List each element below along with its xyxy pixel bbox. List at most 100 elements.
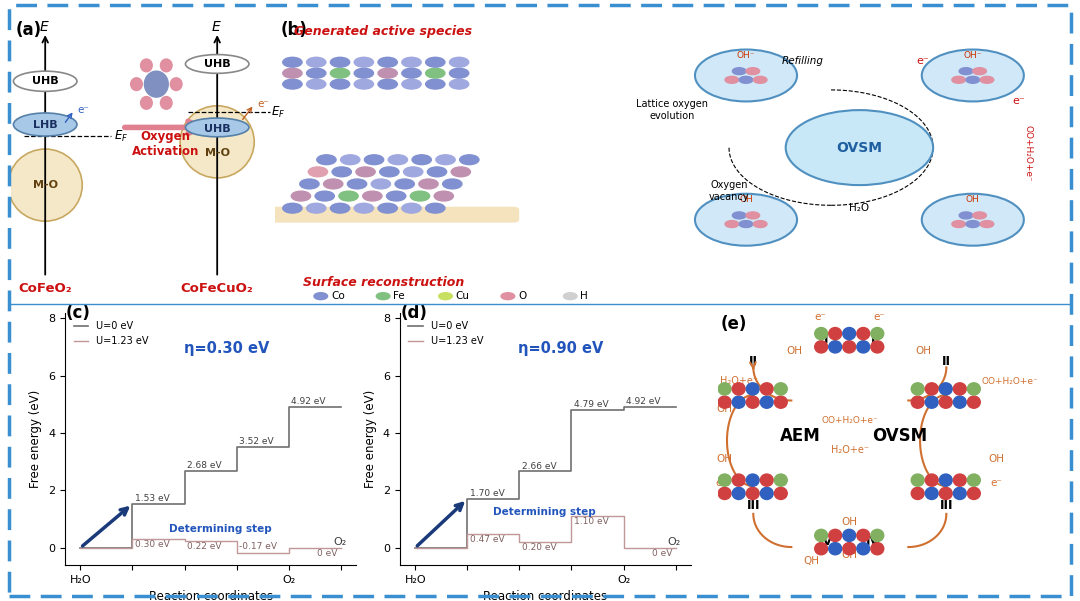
Text: (d): (d) bbox=[401, 304, 428, 322]
Circle shape bbox=[912, 383, 924, 395]
U=0 eV bbox=[513, 468, 526, 475]
Text: 4.92 eV: 4.92 eV bbox=[626, 397, 661, 406]
Circle shape bbox=[140, 59, 152, 72]
Circle shape bbox=[940, 487, 953, 499]
Circle shape bbox=[307, 203, 326, 213]
U=1.23 eV bbox=[461, 544, 474, 551]
Circle shape bbox=[725, 221, 739, 228]
Circle shape bbox=[828, 529, 841, 542]
Text: O: O bbox=[518, 291, 526, 301]
Text: III: III bbox=[746, 499, 760, 512]
U=0 eV bbox=[126, 544, 139, 551]
U=0 eV bbox=[73, 544, 86, 551]
Circle shape bbox=[981, 221, 994, 228]
Text: Co: Co bbox=[330, 291, 345, 301]
Text: e⁻: e⁻ bbox=[77, 105, 89, 115]
Circle shape bbox=[354, 203, 374, 213]
U=1.23 eV bbox=[670, 544, 683, 551]
Circle shape bbox=[951, 76, 966, 84]
Text: 1.10 eV: 1.10 eV bbox=[575, 517, 609, 526]
Text: LHB: LHB bbox=[32, 120, 57, 130]
U=0 eV bbox=[230, 467, 243, 474]
Circle shape bbox=[316, 155, 336, 165]
U=0 eV bbox=[126, 500, 139, 507]
Circle shape bbox=[402, 69, 421, 78]
Circle shape bbox=[760, 474, 773, 486]
U=0 eV bbox=[617, 407, 630, 414]
Circle shape bbox=[378, 203, 397, 213]
Circle shape bbox=[449, 69, 469, 78]
Circle shape bbox=[966, 221, 980, 228]
Circle shape bbox=[732, 68, 746, 75]
Text: $E$: $E$ bbox=[39, 20, 50, 34]
Circle shape bbox=[954, 383, 967, 395]
Circle shape bbox=[161, 59, 172, 72]
Circle shape bbox=[145, 71, 168, 97]
Text: OH: OH bbox=[841, 517, 858, 527]
Circle shape bbox=[410, 191, 430, 201]
Circle shape bbox=[732, 474, 745, 486]
Line: U=0 eV: U=0 eV bbox=[415, 407, 676, 548]
Legend: U=0 eV, U=1.23 eV: U=0 eV, U=1.23 eV bbox=[405, 317, 487, 350]
Text: OH: OH bbox=[739, 195, 753, 204]
Circle shape bbox=[460, 155, 478, 165]
Circle shape bbox=[973, 68, 986, 75]
Circle shape bbox=[428, 167, 447, 177]
U=0 eV bbox=[513, 495, 526, 502]
U=0 eV bbox=[408, 544, 421, 551]
Text: OH: OH bbox=[716, 404, 732, 414]
U=1.23 eV bbox=[565, 538, 578, 546]
Circle shape bbox=[363, 191, 382, 201]
Circle shape bbox=[954, 396, 967, 408]
Text: OVSM: OVSM bbox=[836, 141, 882, 154]
U=1.23 eV bbox=[230, 549, 243, 556]
Circle shape bbox=[451, 167, 471, 177]
Circle shape bbox=[283, 69, 302, 78]
Text: II: II bbox=[942, 355, 950, 368]
Text: I: I bbox=[870, 333, 876, 346]
Text: 2.68 eV: 2.68 eV bbox=[187, 461, 221, 470]
U=1.23 eV bbox=[282, 549, 295, 556]
Circle shape bbox=[842, 543, 855, 555]
Text: CoFeO₂: CoFeO₂ bbox=[18, 282, 72, 295]
Line: U=1.23 eV: U=1.23 eV bbox=[415, 516, 676, 548]
Text: OH: OH bbox=[988, 454, 1004, 463]
Circle shape bbox=[378, 57, 397, 67]
U=0 eV bbox=[335, 403, 348, 410]
Circle shape bbox=[940, 396, 953, 408]
Circle shape bbox=[140, 97, 152, 109]
U=0 eV bbox=[617, 403, 630, 410]
Text: Oxygen
vacancy: Oxygen vacancy bbox=[708, 180, 750, 201]
Text: UHB: UHB bbox=[204, 124, 230, 134]
Circle shape bbox=[774, 383, 787, 395]
Circle shape bbox=[330, 57, 350, 67]
Circle shape bbox=[354, 57, 374, 67]
Text: e⁻: e⁻ bbox=[1013, 96, 1025, 106]
Text: O₂: O₂ bbox=[333, 537, 347, 548]
U=0 eV bbox=[461, 495, 474, 502]
Circle shape bbox=[718, 383, 731, 395]
Text: e⁻: e⁻ bbox=[257, 99, 269, 109]
Text: OO+H₂O+e⁻: OO+H₂O+e⁻ bbox=[822, 416, 878, 425]
Circle shape bbox=[739, 221, 753, 228]
Text: 4.92 eV: 4.92 eV bbox=[292, 397, 326, 406]
Y-axis label: Free energy (eV): Free energy (eV) bbox=[29, 389, 42, 488]
Circle shape bbox=[814, 543, 827, 555]
U=1.23 eV bbox=[565, 513, 578, 520]
Text: OH⁻: OH⁻ bbox=[737, 50, 755, 59]
Circle shape bbox=[814, 328, 827, 340]
Circle shape bbox=[404, 167, 422, 177]
Circle shape bbox=[746, 396, 759, 408]
Circle shape bbox=[926, 487, 939, 499]
U=1.23 eV bbox=[513, 538, 526, 546]
U=0 eV bbox=[565, 407, 578, 414]
U=1.23 eV bbox=[513, 531, 526, 538]
Circle shape bbox=[283, 57, 302, 67]
Circle shape bbox=[564, 293, 577, 300]
Circle shape bbox=[402, 79, 421, 89]
U=0 eV bbox=[670, 403, 683, 410]
Circle shape bbox=[426, 79, 445, 89]
Circle shape bbox=[870, 341, 883, 353]
Circle shape bbox=[926, 383, 939, 395]
Circle shape bbox=[300, 179, 319, 189]
